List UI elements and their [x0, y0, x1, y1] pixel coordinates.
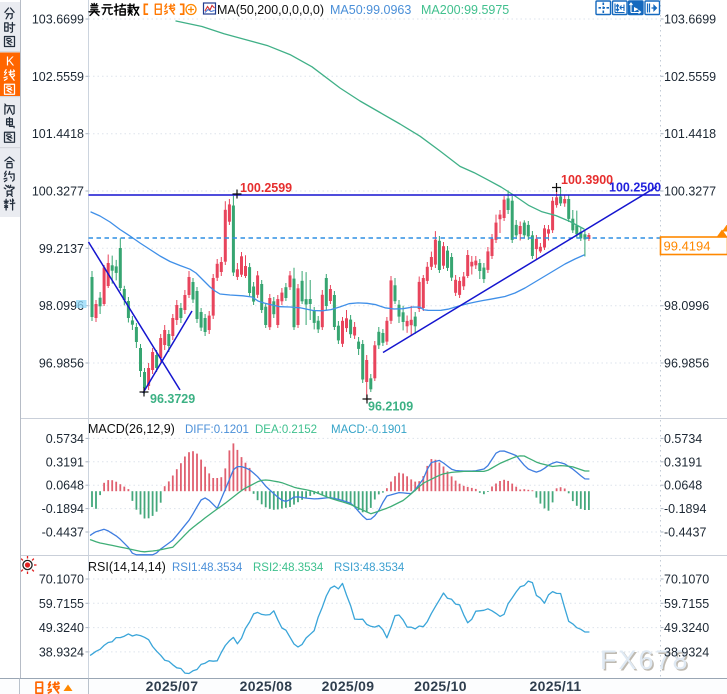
svg-text:101.4418: 101.4418: [664, 127, 716, 141]
svg-text:MA50:99.0963: MA50:99.0963: [330, 3, 411, 17]
svg-text:38.9324: 38.9324: [39, 645, 84, 659]
svg-text:FX678: FX678: [602, 647, 692, 677]
svg-text:MA200:99.5975: MA200:99.5975: [421, 3, 509, 17]
svg-text:2025/07: 2025/07: [146, 678, 199, 694]
svg-text:2025/10: 2025/10: [414, 678, 467, 694]
svg-text:100.3277: 100.3277: [32, 185, 84, 199]
svg-text:RSI1:48.3534: RSI1:48.3534: [172, 562, 243, 574]
svg-text:100.2500: 100.2500: [609, 181, 661, 195]
svg-text:0.0648: 0.0648: [664, 479, 702, 493]
svg-text:MACD(26,12,9): MACD(26,12,9): [88, 422, 175, 436]
svg-text:DIFF:0.1201: DIFF:0.1201: [185, 424, 249, 436]
svg-text:RSI2:48.3534: RSI2:48.3534: [253, 562, 324, 574]
svg-text:2025/11: 2025/11: [530, 678, 582, 694]
svg-text:0.0648: 0.0648: [46, 479, 84, 493]
svg-text:96.9856: 96.9856: [664, 357, 709, 371]
svg-text:RSI3:48.3534: RSI3:48.3534: [334, 562, 405, 574]
svg-text:49.3240: 49.3240: [664, 621, 709, 635]
svg-text:49.3240: 49.3240: [39, 621, 84, 635]
svg-text:-0.1894: -0.1894: [664, 502, 706, 516]
svg-text:59.7155: 59.7155: [664, 597, 709, 611]
svg-text:2025/08: 2025/08: [240, 678, 293, 694]
svg-text:0.3191: 0.3191: [46, 455, 84, 469]
svg-text:98.0996: 98.0996: [664, 299, 709, 313]
svg-text:100.2599: 100.2599: [240, 181, 292, 195]
svg-text:99.4194: 99.4194: [664, 239, 711, 254]
svg-text:103.6699: 103.6699: [664, 13, 716, 27]
svg-text:2025/09: 2025/09: [322, 678, 375, 694]
svg-text:-0.4437: -0.4437: [42, 526, 84, 540]
svg-text:96.3729: 96.3729: [150, 392, 195, 406]
svg-text:0.5734: 0.5734: [664, 432, 702, 446]
svg-text:96.9856: 96.9856: [39, 357, 84, 371]
svg-text:-0.4437: -0.4437: [664, 526, 706, 540]
svg-text:0.5734: 0.5734: [46, 432, 84, 446]
svg-text:103.6699: 103.6699: [32, 13, 84, 27]
svg-text:101.4418: 101.4418: [32, 127, 84, 141]
svg-text:FX678: FX678: [600, 645, 690, 675]
svg-text:-0.1894: -0.1894: [42, 502, 84, 516]
svg-text:K: K: [6, 54, 15, 68]
svg-text:102.5559: 102.5559: [664, 70, 716, 84]
svg-text:98.0996: 98.0996: [39, 299, 84, 313]
svg-text:70.1070: 70.1070: [664, 573, 709, 587]
svg-text:59.7155: 59.7155: [39, 597, 84, 611]
svg-text:100.3900: 100.3900: [561, 173, 613, 187]
svg-text:100.3277: 100.3277: [664, 185, 716, 199]
svg-text:RSI(14,14,14): RSI(14,14,14): [88, 560, 166, 574]
svg-text:96.2109: 96.2109: [368, 400, 413, 414]
svg-text:MACD:-0.1901: MACD:-0.1901: [331, 424, 407, 436]
svg-text:MA(50,200,0,0,0,0): MA(50,200,0,0,0,0): [217, 3, 324, 17]
svg-text:70.1070: 70.1070: [39, 573, 84, 587]
svg-text:99.2137: 99.2137: [39, 242, 84, 256]
svg-text:DEA:0.2152: DEA:0.2152: [255, 424, 317, 436]
svg-text:102.5559: 102.5559: [32, 70, 84, 84]
svg-text:38.9324: 38.9324: [664, 645, 709, 659]
svg-text:0.3191: 0.3191: [664, 455, 702, 469]
